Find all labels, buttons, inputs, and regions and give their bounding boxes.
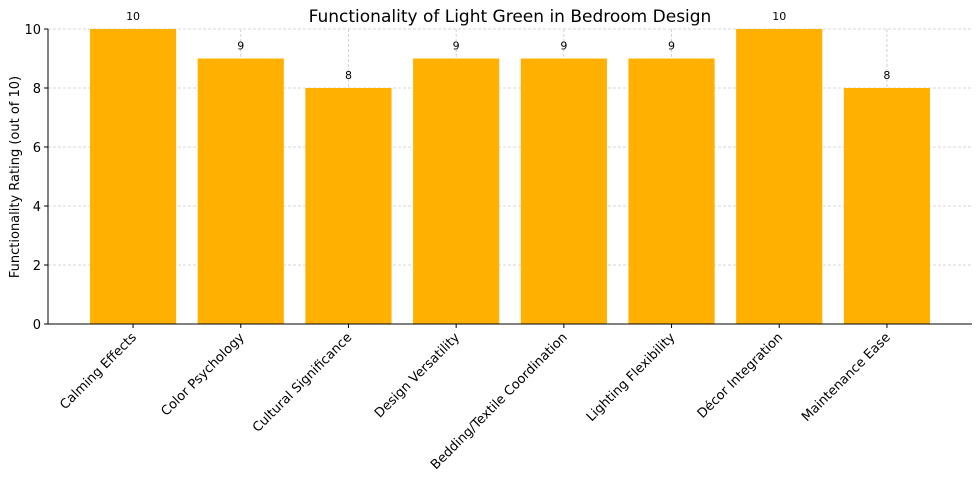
bar [90,29,177,324]
bar [843,88,930,324]
y-tick-label: 2 [33,259,41,274]
y-axis-label: Functionality Rating (out of 10) [8,76,23,278]
bar [520,58,607,324]
y-tick-label: 6 [33,141,41,156]
value-label: 8 [345,69,352,82]
chart-title: Functionality of Light Green in Bedroom … [309,7,712,27]
y-tick-label: 10 [24,23,41,38]
y-tick-label: 0 [33,318,41,333]
x-tick-label: Lighting Flexibility [584,330,679,425]
value-label: 9 [453,40,460,53]
x-tick-label: Calming Effects [57,330,140,413]
x-tick-label: Design Versatility [372,330,463,421]
x-tick-label: Maintenance Ease [799,330,894,425]
bar [628,58,715,324]
x-tick-label: Décor Integration [695,330,786,421]
y-tick-label: 8 [33,82,41,97]
y-tick-label: 4 [33,200,41,215]
value-label: 10 [126,10,140,23]
bar [305,88,392,324]
bar [413,58,500,324]
value-label: 9 [668,40,675,53]
x-tick-label: Cultural Significance [250,330,355,435]
bar [197,58,284,324]
bar [736,29,823,324]
value-label: 8 [883,69,890,82]
x-tick-label: Color Psychology [158,330,247,419]
value-label: 9 [237,40,244,53]
value-label: 9 [560,40,567,53]
value-label: 10 [772,10,786,23]
